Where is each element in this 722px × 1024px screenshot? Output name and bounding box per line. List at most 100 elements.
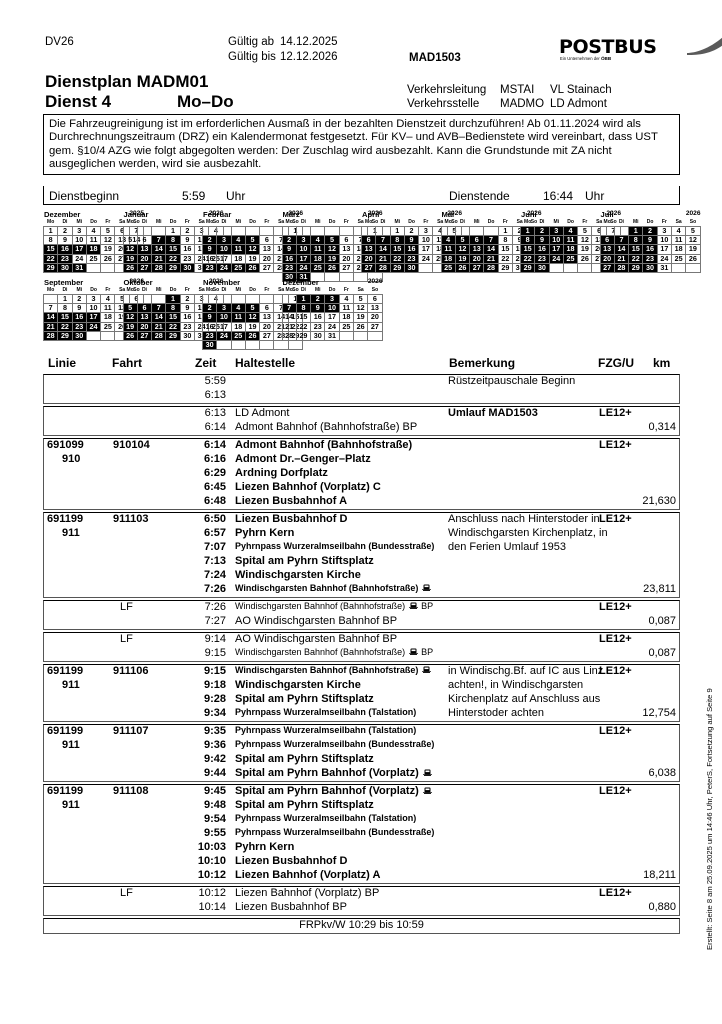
trip-block[interactable]: 691199 911108 9:45 Spital am Pyhrn Bahnhof … [43,784,680,884]
calendar-weekday: Mo [47,287,55,293]
row-haltestelle: Pyhrnpass Wurzeralmseilbahn (Talstation) [235,813,417,823]
calendar-weekday: So [530,219,538,225]
row-linie: 691199 [47,513,84,525]
trip-block[interactable]: 6:13 LD Admont Umlauf MAD1503 LE12+ 6:14 Admo… [43,406,680,436]
logo-subtitle: Ein Unternehmen der ÖBB [560,56,612,61]
row-bemerkung: den Ferien Umlauf 1953 [448,541,567,553]
calendar-strip: Dezember 2025 Mo Di Mi Do Fr Sa So 1 2 3 4 5 6 7 8 9 10 11 1… [42,210,701,351]
calendar-day: 25 [562,253,579,264]
calendar-empty-cell [100,330,116,341]
calendar-weekday: Mo [285,287,293,293]
calendar-weekday: Sa [198,287,205,293]
calendar-day: 20 [136,321,153,332]
calendar-day: 10 [216,312,232,323]
calendar-day: 16 [310,312,326,323]
calendar-day: 23 [642,253,658,264]
trip-block[interactable]: 691199 911106 9:15 Windischgarsten Bahnhof … [43,664,680,722]
row-zeit: 7:13 [203,555,226,567]
calendar-weekday: Fr [105,219,111,225]
calendar-day: 9 [281,244,297,255]
calendar-day: 7 [151,235,167,246]
calendar-weekday: Fr [264,219,270,225]
calendar-day: 30 [642,262,658,273]
plan-code: MAD1503 [409,52,461,64]
row-haltestelle: Liezen Bahnhof (Vorplatz) A [235,869,381,881]
calendar-day: 19 [244,253,261,264]
row-zeit: 9:54 [203,813,226,825]
row-zeit: 9:36 [203,739,226,751]
calendar-month-year: 2026 [129,278,144,285]
calendar-day: 25 [670,253,687,264]
calendar-empty-cell [548,262,564,273]
trip-block[interactable]: LF 10:12 Liezen Bahnhof (Vorplatz) BP LE12+… [43,886,680,916]
row-linie-sub: 911 [62,799,80,811]
calendar-day: 22 [165,321,181,332]
calendar-day: 15 [42,244,59,255]
row-haltestelle: Spital am Pyhrn Bahnhof (Vorplatz) [235,767,433,779]
calendar-day: 17 [85,312,102,323]
calendar-day: 14 [375,244,391,255]
calendar-day: 25 [440,262,456,273]
calendar-weekday: Sa [437,219,444,225]
calendar-day: 18 [85,244,102,255]
row-zeit: 9:55 [203,827,226,839]
calendar-weekday: So [371,287,379,293]
trip-table: 5:59 Rüstzeitpauschale Beginn 6:13 6:13 LD A… [43,374,680,936]
row-zeit: 10:12 [197,869,226,881]
calendar-day: 20 [360,253,377,264]
table-row: 10:03 Pyhrn Kern [44,841,679,855]
calendar-day: 12 [685,235,701,246]
calendar-weekday: Fr [105,287,111,293]
row-lf: LF [120,887,133,899]
row-linie-sub: 911 [62,739,80,751]
row-fahrt: 910104 [113,439,150,451]
calendar-empty-cell [122,225,138,237]
row-lf: LF [120,633,133,645]
table-row: 9:15 Windischgarsten Bahnhof (Bahnhofstra… [44,647,679,661]
calendar-day: 16 [534,244,550,255]
duty-times-bar: Dienstbeginn 5:59 Uhr Dienstende 16:44 U… [43,186,680,205]
calendar-day: 21 [613,253,630,264]
calendar-day: 19 [244,321,261,332]
row-fzg: LE12+ [599,439,632,451]
calendar-day: 26 [324,262,340,273]
trip-block[interactable]: 691099 910104 6:14 Admont Bahnhof (Bahnhofs… [43,438,680,510]
calendar-day: 20 [338,253,354,264]
calendar-weekday: Do [90,287,97,293]
calendar-weekday: Fr [343,219,349,225]
vks-name: LD Admont [550,97,607,110]
notice-text: Die Fahrzeugreinigung ist im erforderlic… [43,114,680,175]
table-row: 6:14 Admont Bahnhof (Bahnhofstraße) BP 0,3… [44,421,679,435]
calendar-day: 21 [151,253,167,264]
calendar-empty-cell [85,262,102,273]
calendar-day: 31 [656,262,672,273]
calendar-empty-cell [562,262,579,273]
calendar-day: 9 [179,235,195,246]
calendar-day: 24 [656,253,672,264]
trip-block[interactable]: LF 9:14 AO Windischgarsten Bahnhof BP LE12+… [43,632,680,662]
calendar-weekday: Sa [119,219,126,225]
calendar-empty-cell [259,339,275,351]
trip-block[interactable]: FRPkv/W 10:29 bis 10:59 [43,918,680,934]
calendar-weekday: Mo [524,219,532,225]
calendar-day: 23 [403,253,420,264]
trip-block[interactable]: LF 7:26 Windischgarsten Bahnhof (Bahnhofst… [43,600,680,630]
table-row: 9:34 Pyhrnpass Wurzeralmseilbahn (Talstat… [44,707,679,721]
calendar-month-name: März [282,210,300,219]
calendar-weekday: Do [90,219,97,225]
calendar-day: 19 [352,312,369,323]
trip-block[interactable]: 691199 911103 6:50 Liezen Busbahnhof D Ansch… [43,512,680,598]
calendar-month-name: Februar [203,210,232,219]
calendar-empty-cell [418,262,434,273]
table-row: LF 7:26 Windischgarsten Bahnhof (Bahnhofst… [44,601,679,615]
table-row: 9:28 Spital am Pyhrn Stiftsplatz Kirchenpl… [44,693,679,707]
trip-block[interactable]: 691199 911107 9:35 Pyhrnpass Wurzeralmseilb… [43,724,680,782]
row-haltestelle: Admont Dr.–Genger–Platz [235,453,371,465]
calendar-day: 22 [57,321,73,332]
calendar-day: 17 [418,244,434,255]
trip-block[interactable]: 5:59 Rüstzeitpauschale Beginn 6:13 [43,374,680,404]
table-row: 6:13 [44,389,679,403]
calendar-day: 12 [324,244,340,255]
calendar-day: 31 [324,330,340,341]
row-zeit: 7:26 [204,601,226,613]
